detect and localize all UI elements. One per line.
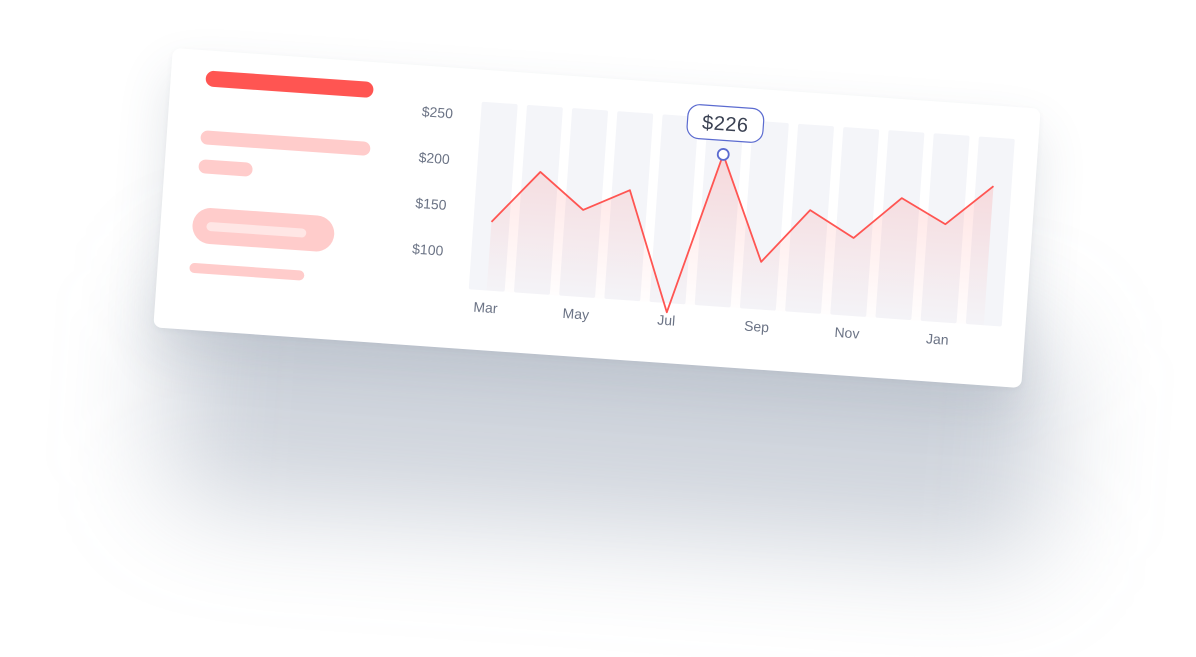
button-placeholder[interactable] bbox=[191, 206, 336, 253]
x-tick-label: Jan bbox=[926, 330, 950, 348]
y-tick-label: $200 bbox=[418, 149, 450, 167]
y-tick-label: $100 bbox=[412, 241, 444, 259]
tooltip-value: $226 bbox=[701, 112, 749, 137]
x-tick-label: May bbox=[562, 305, 590, 323]
button-label-placeholder bbox=[206, 221, 307, 238]
revenue-line-chart: $250 $200 $150 $100 Mar May Jul Sep Nov Jan $226 bbox=[412, 101, 1015, 348]
series-line bbox=[490, 153, 995, 314]
text-placeholder-line bbox=[200, 130, 371, 156]
tooltip-box bbox=[686, 104, 765, 143]
highlighted-point[interactable] bbox=[716, 148, 730, 161]
value-tooltip: $226 bbox=[686, 104, 765, 143]
series-area-fill bbox=[486, 154, 994, 326]
text-placeholder-footer bbox=[189, 262, 305, 281]
y-tick-label: $250 bbox=[421, 103, 453, 121]
y-tick-label: $150 bbox=[415, 195, 447, 213]
x-tick-label: Mar bbox=[473, 299, 499, 317]
x-tick-label: Sep bbox=[744, 318, 770, 336]
title-placeholder bbox=[205, 70, 374, 99]
revenue-card: $250 $200 $150 $100 Mar May Jul Sep Nov Jan $226 bbox=[153, 47, 1041, 389]
x-tick-label: Nov bbox=[834, 324, 860, 342]
x-tick-label: Jul bbox=[657, 311, 676, 328]
text-placeholder-short bbox=[198, 159, 254, 177]
